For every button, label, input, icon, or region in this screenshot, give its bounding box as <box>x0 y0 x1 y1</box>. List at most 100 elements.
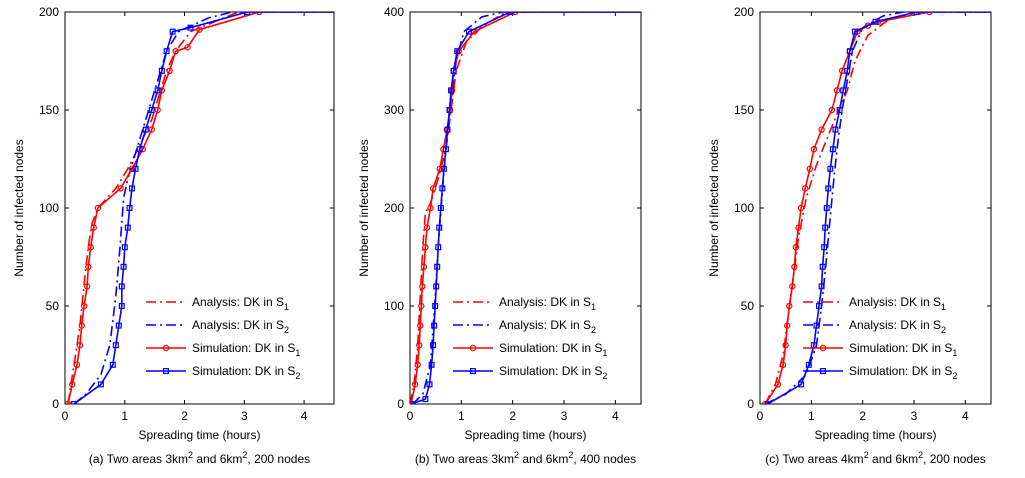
caption-text: and 6km <box>519 452 568 466</box>
data-point-square <box>120 263 127 270</box>
data-point-circle <box>784 322 791 329</box>
data-point-circle <box>797 204 805 212</box>
legend-text: Simulation: DK in S <box>499 341 602 355</box>
legend-label-3: Simulation: DK in S2 <box>499 364 607 381</box>
series-line-1 <box>764 12 991 404</box>
legend-text: Simulation: DK in S <box>849 341 952 355</box>
legend-marker-square <box>163 368 170 375</box>
data-point-square <box>432 303 439 310</box>
x-tick-label: 1 <box>121 409 128 423</box>
data-point-square <box>507 12 514 16</box>
series-line-3 <box>767 12 991 404</box>
legend-label-0: Analysis: DK in S1 <box>192 295 289 312</box>
y-axis-label: Number of infected nodes <box>707 139 721 276</box>
data-point-circle <box>792 243 800 251</box>
x-tick-label: 4 <box>962 409 969 423</box>
data-point-circle <box>256 12 263 16</box>
data-point-circle <box>154 106 161 114</box>
data-point-square <box>454 48 461 55</box>
series-group <box>761 12 991 404</box>
caption-text: , 200 nodes <box>247 452 310 466</box>
legend-marker-circle <box>819 344 827 352</box>
x-tick-label: 3 <box>561 409 568 423</box>
data-point-square <box>132 165 139 172</box>
x-tick-label: 0 <box>407 409 414 423</box>
x-axis-label: Spreading time (hours) <box>138 428 260 442</box>
legend-label-2: Simulation: DK in S1 <box>192 341 300 358</box>
data-point-square <box>913 12 920 16</box>
data-point-circle <box>166 67 173 75</box>
caption-superscript: 2 <box>242 450 247 460</box>
caption-text: , 400 nodes <box>573 452 636 466</box>
caption-text: and 6km <box>193 452 242 466</box>
legend-label-3: Simulation: DK in S2 <box>192 364 300 381</box>
data-point-square <box>70 401 77 404</box>
data-point-square <box>136 146 143 153</box>
data-point-circle <box>80 302 88 310</box>
data-point-square <box>442 146 449 153</box>
data-point-circle <box>87 243 94 251</box>
data-point-square <box>818 283 825 290</box>
y-tick-label: 0 <box>397 397 404 411</box>
x-tick-label: 0 <box>62 409 69 423</box>
caption-text: (a) Two areas 3km <box>89 452 188 466</box>
figure-caption: (c) Two areas 4km2 and 6km2, 200 nodes <box>765 450 986 466</box>
data-point-square <box>410 401 415 404</box>
data-point-circle <box>68 381 76 388</box>
data-point-circle <box>411 381 419 388</box>
data-point-circle <box>512 12 519 16</box>
legend-subscript: 1 <box>952 348 957 358</box>
y-tick-label: 200 <box>384 201 404 215</box>
data-point-square <box>148 106 155 113</box>
data-point-circle <box>196 26 203 33</box>
legend-label-1: Analysis: DK in S2 <box>499 318 596 335</box>
data-point-square <box>846 48 853 55</box>
x-axis-label: Spreading time (hours) <box>814 428 936 442</box>
data-point-square <box>115 322 122 329</box>
legend-subscript: 2 <box>941 325 946 335</box>
data-point-square <box>825 185 832 192</box>
data-point-circle <box>128 165 136 172</box>
data-point-square <box>163 48 170 55</box>
data-point-circle <box>801 185 809 192</box>
legend-subscript: 1 <box>941 302 946 312</box>
data-point-circle <box>85 263 92 270</box>
data-point-square <box>822 224 829 231</box>
data-point-square <box>158 67 165 74</box>
data-point-circle <box>782 342 789 349</box>
data-point-circle <box>810 145 818 153</box>
series-line-2 <box>67 12 334 404</box>
caption-superscript: 2 <box>864 450 869 460</box>
data-point-circle <box>90 224 97 231</box>
x-tick-label: 0 <box>757 409 764 423</box>
data-point-square <box>244 12 251 16</box>
caption-superscript: 2 <box>568 450 573 460</box>
data-point-circle <box>864 22 872 29</box>
series-line-3 <box>73 12 334 404</box>
data-point-square <box>422 396 429 403</box>
plot-area <box>409 11 642 405</box>
data-point-square <box>439 185 446 192</box>
series-line-2 <box>764 12 991 404</box>
data-point-square <box>112 342 119 349</box>
data-point-circle <box>158 87 166 94</box>
data-point-square <box>816 303 823 310</box>
x-axis-label: Spreading time (hours) <box>464 428 586 442</box>
legend-text: Simulation: DK in S <box>499 364 602 378</box>
data-point-square <box>448 87 455 94</box>
y-tick-label: 150 <box>39 103 59 117</box>
data-point-circle <box>117 185 124 192</box>
data-point-square <box>126 205 133 212</box>
x-tick-label: 2 <box>509 409 516 423</box>
data-point-square <box>431 322 438 329</box>
data-point-circle <box>78 322 85 329</box>
legend-subscript: 2 <box>952 371 957 381</box>
data-point-circle <box>148 126 155 133</box>
data-point-circle <box>427 204 434 212</box>
y-axis-label: Number of infected nodes <box>12 139 26 276</box>
data-point-square <box>169 28 176 35</box>
y-axis-label: Number of infected nodes <box>357 139 371 276</box>
data-point-circle <box>833 87 841 94</box>
